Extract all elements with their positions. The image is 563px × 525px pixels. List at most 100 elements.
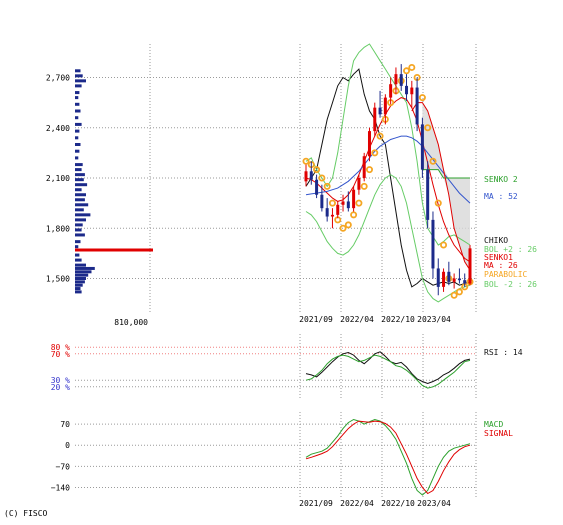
candle-body [341,201,345,205]
volume-max-label: 810,000 [114,318,148,327]
macd-axis-tick-label: 0 [65,441,70,450]
rsi-axis-tick-label: 20 % [51,383,70,392]
candle-body [362,156,366,178]
parabolic-dot [371,149,379,157]
volume-profile-bar [75,208,84,212]
candle-body [367,131,371,157]
candle-body [405,85,409,95]
candle-body [378,107,382,115]
price-legend-item: MA : 26 [484,261,518,270]
candle-body [442,271,446,287]
candle-body [399,74,403,86]
volume-profile-bar [75,245,79,249]
volume-profile-bar [75,173,85,177]
parabolic-dot [440,241,448,249]
candle-body [452,278,456,282]
price-x-tick-label: 2022/10 [381,315,415,324]
volume-profile-bar [75,129,80,133]
volume-profile-bar [75,277,86,280]
macd-axis-tick-label: 70 [60,420,70,429]
volume-profile-bar [75,193,86,197]
price-series-senko-2 [422,169,470,179]
macd-x-tick-label: 2022/04 [340,499,374,508]
volume-profile-bar [75,74,83,78]
volume-profile-bar [75,178,84,182]
volume-profile-bar [75,79,86,83]
price-legend-item: SENKO1 [484,253,513,262]
macd-axis-tick-label: −70 [56,462,71,471]
candle-body [415,87,419,125]
parabolic-dot [339,224,347,232]
parabolic-dot [313,166,321,174]
price-axis-tick-label: 2,400 [46,124,70,133]
parabolic-dot [328,199,336,207]
volume-profile-bar [75,136,79,140]
parabolic-dot [450,291,458,299]
volume-profile-bar [75,266,95,270]
volume-profile-bar [75,96,79,100]
parabolic-dot [318,174,326,182]
volume-profile-bar [75,116,79,120]
volume-profile-bar [75,84,82,88]
volume-profile-bar [75,290,82,294]
volume-profile-bar [75,69,81,73]
volume-profile-bar [75,258,82,262]
volume-profile-bar [75,273,89,277]
parabolic-dot [429,157,437,165]
rsi-axis-tick-label: 30 % [51,376,70,385]
volume-profile-bar [75,270,92,274]
rsi-axis-tick-label: 80 % [51,343,70,352]
price-axis-tick-label: 1,500 [46,275,70,284]
price-axis-tick-label: 1,800 [46,224,70,233]
volume-profile-bar [75,156,79,160]
price-x-tick-label: 2022/04 [340,315,374,324]
volume-profile-bar [75,168,82,172]
candle-body [315,179,319,195]
price-legend-item: PARABOLIC [484,270,528,279]
macd-legend-item: MACD [484,420,503,429]
price-legend-item: CHIKO [484,236,508,245]
parabolic-dot [403,67,411,75]
candle-body [394,74,398,85]
candle-body [330,214,334,217]
volume-profile-bar [75,149,80,153]
macd-series-line [305,418,471,496]
volume-profile-bar [75,109,81,113]
volume-profile-bar [75,263,86,267]
volume-profile-bar [75,203,89,207]
price-x-tick-label: 2023/04 [417,315,451,324]
parabolic-dot [418,94,426,102]
parabolic-dot [302,157,310,165]
candle-body [431,219,435,269]
parabolic-dot [350,211,358,219]
price-series-ma-26 [305,97,471,263]
candle-body [320,194,324,209]
parabolic-dot [455,288,463,296]
price-legend-item: BOL -2 : 26 [484,280,537,289]
volume-profile-bar [75,223,83,227]
macd-x-tick-label: 2022/10 [381,499,415,508]
volume-profile-bar [75,102,80,106]
macd-x-tick-label: 2021/09 [299,499,333,508]
macd-legend-item: SIGNAL [484,429,513,438]
parabolic-dot [323,182,331,190]
candle-body [357,178,361,190]
macd-x-tick-label: 2023/04 [417,499,451,508]
parabolic-dot [344,221,352,229]
volume-profile-bar [75,283,83,287]
parabolic-dot [424,124,432,132]
parabolic-dot [408,63,416,71]
volume-profile-bar [75,240,81,244]
candle-body [309,171,313,180]
volume-profile-bar [75,218,86,222]
volume-profile-bar [75,91,80,95]
price-series-bol-2 [305,43,471,246]
candle-body [336,204,340,215]
volume-profile-bar [75,198,85,202]
candle-body [352,189,356,209]
parabolic-dot [355,199,363,207]
price-axis-tick-label: 2,100 [46,174,70,183]
candle-body [373,107,377,132]
candle-body [325,208,329,217]
